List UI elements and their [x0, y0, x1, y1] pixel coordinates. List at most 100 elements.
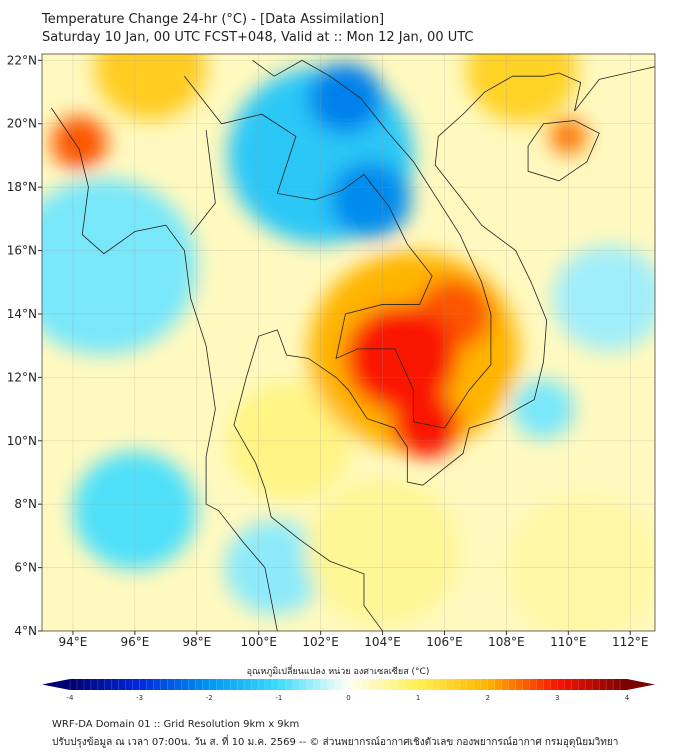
- field-anomaly: [512, 379, 575, 439]
- colorbar-max-arrow: [627, 679, 655, 690]
- colorbar-segment: [599, 679, 607, 690]
- field-anomaly: [224, 520, 324, 615]
- colorbar-segment: [480, 679, 489, 690]
- colorbar-segment: [327, 679, 335, 690]
- colorbar-segment: [251, 679, 259, 690]
- colorbar-label: อุณหภูมิเปลี่ยนแปลง หน่วย องศาเซลเซียส (…: [246, 667, 430, 677]
- colorbar-segment: [146, 679, 154, 690]
- colorbar-segment: [550, 679, 558, 690]
- colorbar-segment: [230, 679, 238, 690]
- field-layer: [42, 54, 655, 631]
- colorbar-segment: [313, 679, 321, 690]
- y-tick-label: 16°N: [7, 244, 37, 258]
- colorbar-segment: [620, 679, 628, 690]
- colorbar-segment: [278, 679, 287, 690]
- colorbar-segment: [585, 679, 593, 690]
- field-anomaly: [466, 54, 578, 123]
- y-tick-label: 4°N: [14, 624, 37, 638]
- colorbar-segment: [522, 679, 530, 690]
- field-anomaly: [549, 118, 587, 155]
- colorbar-segment: [299, 679, 308, 690]
- y-tick-label: 20°N: [7, 117, 37, 131]
- colorbar-segment: [285, 679, 294, 690]
- colorbar-segment: [70, 679, 78, 690]
- coastline: [233, 66, 655, 631]
- colorbar-segment: [223, 679, 231, 690]
- colorbar-segment: [369, 679, 377, 690]
- colorbar-segment: [202, 679, 210, 690]
- colorbar-segment: [257, 679, 266, 690]
- colorbar-segment: [459, 679, 468, 690]
- colorbar-segment: [292, 679, 301, 690]
- colorbar-segment: [153, 679, 161, 690]
- colorbar-segment: [132, 679, 140, 690]
- colorbar-segment: [529, 679, 537, 690]
- colorbar-segment: [334, 679, 342, 690]
- colorbar-segment: [606, 679, 614, 690]
- colorbar-segment: [411, 679, 419, 690]
- field-anomaly: [94, 54, 207, 120]
- colorbar-segment: [425, 679, 433, 690]
- y-tick-label: 18°N: [7, 180, 37, 194]
- y-tick-label: 6°N: [14, 561, 37, 575]
- y-tick-label: 22°N: [7, 53, 37, 67]
- colorbar-segment: [341, 679, 349, 690]
- colorbar-segment: [592, 679, 600, 690]
- colorbar-segment: [543, 679, 551, 690]
- colorbar-tick-label: -1: [275, 694, 282, 702]
- colorbar-segment: [494, 679, 502, 690]
- colorbar-segment: [613, 679, 621, 690]
- colorbar-segment: [418, 679, 426, 690]
- colorbar-segment: [390, 679, 398, 690]
- field-anomaly: [42, 178, 197, 355]
- colorbar-segment: [383, 679, 391, 690]
- colorbar-segment: [452, 679, 461, 690]
- country-border: [190, 130, 216, 235]
- colorbar-segment: [515, 679, 523, 690]
- x-tick-label: 98°E: [182, 635, 211, 649]
- map-frame: [41, 53, 656, 632]
- map-title: Temperature Change 24-hr (°C) - [Data As…: [42, 12, 385, 27]
- colorbar-segment: [111, 679, 120, 690]
- field-anomaly: [506, 494, 655, 631]
- x-tick-label: 104°E: [364, 635, 401, 649]
- colorbar-segment: [90, 679, 99, 690]
- colorbar-segment: [320, 679, 328, 690]
- x-tick-label: 96°E: [120, 635, 149, 649]
- colorbar-segment: [195, 679, 203, 690]
- colorbar-segment: [578, 679, 586, 690]
- colorbar-segment: [536, 679, 544, 690]
- colorbar-segment: [571, 679, 579, 690]
- field-anomaly: [552, 245, 655, 352]
- x-tick-label: 94°E: [59, 635, 88, 649]
- colorbar-tick-label: -2: [206, 694, 213, 702]
- x-tick-label: 102°E: [302, 635, 339, 649]
- colorbar-tick-label: -4: [67, 694, 75, 702]
- field-anomaly: [308, 63, 383, 134]
- colorbar-segment: [209, 679, 217, 690]
- colorbar-segment: [174, 679, 182, 690]
- colorbar-segment: [432, 679, 440, 690]
- colorbar-segment: [306, 679, 314, 690]
- x-tick-label: 100°E: [240, 635, 277, 649]
- colorbar-segment: [487, 679, 496, 690]
- colorbar-segment: [397, 679, 405, 690]
- colorbar-segment: [244, 679, 252, 690]
- colorbar-segment: [501, 679, 509, 690]
- field-anomaly: [305, 478, 460, 626]
- colorbar-tick-label: 3: [555, 694, 559, 702]
- field-anomaly: [227, 381, 352, 500]
- colorbar-tick-label: 0: [346, 694, 350, 702]
- colorbar-segment: [125, 679, 133, 690]
- colorbar-segment: [508, 679, 516, 690]
- x-tick-label: 110°E: [550, 635, 587, 649]
- colorbar-tick-label: 4: [625, 694, 630, 702]
- map-subtitle: Saturday 10 Jan, 00 UTC FCST+048, Valid …: [42, 30, 474, 45]
- colorbar-segment: [473, 679, 482, 690]
- colorbar-tick-label: -3: [136, 694, 143, 702]
- colorbar-segment: [83, 679, 92, 690]
- colorbar-segment: [216, 679, 224, 690]
- colorbar-segment: [404, 679, 412, 690]
- x-tick-label: 108°E: [488, 635, 525, 649]
